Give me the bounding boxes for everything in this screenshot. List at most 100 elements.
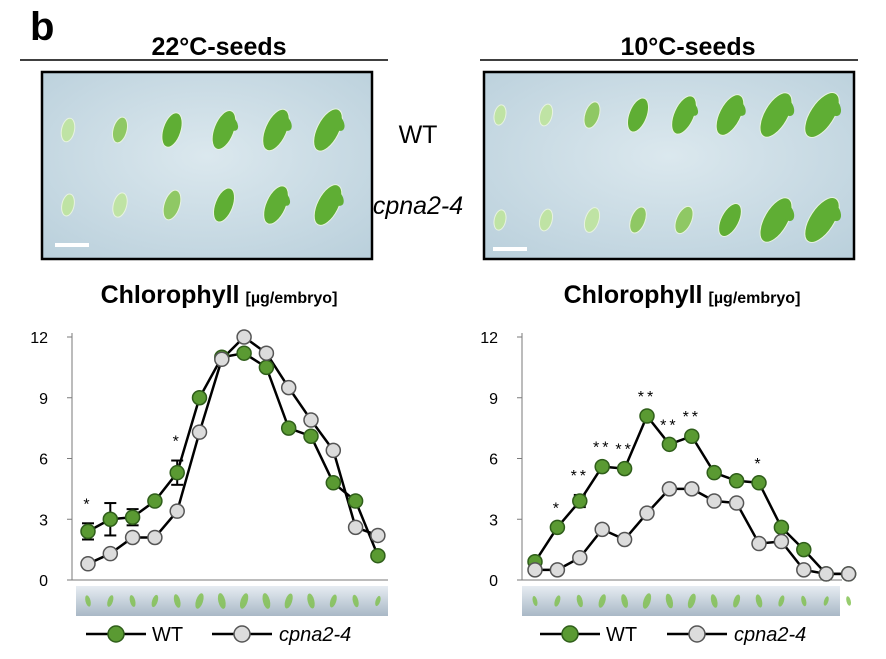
embryo-thumbnail bbox=[195, 593, 204, 609]
legend-wt-marker bbox=[561, 625, 579, 643]
panel-letter: b bbox=[30, 5, 54, 49]
mutant-data-point bbox=[236, 329, 252, 345]
mutant-row-label: cpna2-4 bbox=[373, 192, 463, 220]
seed-embryo bbox=[111, 116, 129, 144]
scale-bar bbox=[493, 247, 527, 251]
seed-embryo bbox=[674, 205, 694, 235]
embryo-thumbnail bbox=[284, 593, 293, 609]
embryo-thumbnail bbox=[621, 594, 629, 608]
seed-embryo bbox=[493, 209, 507, 231]
seed-cotyledon bbox=[777, 201, 795, 221]
y-tick-label: 12 bbox=[30, 330, 48, 347]
mutant-data-point bbox=[102, 545, 119, 562]
seed-embryo bbox=[629, 206, 647, 234]
embryo-thumbnail bbox=[665, 593, 674, 609]
mutant-data-point bbox=[639, 505, 655, 521]
mutant-data-point bbox=[303, 412, 319, 428]
legend-wt-marker bbox=[107, 625, 125, 643]
seed-cotyledon bbox=[277, 113, 292, 131]
embryo-thumbnail bbox=[173, 594, 181, 608]
y-tick-label: 3 bbox=[39, 512, 48, 529]
right-embryo-strip bbox=[522, 586, 852, 616]
seed-cotyledon bbox=[277, 190, 291, 206]
significance-mark: ** bbox=[615, 442, 633, 459]
embryo-thumbnail bbox=[823, 596, 829, 606]
wt-data-point bbox=[594, 458, 610, 475]
significance-mark: ** bbox=[571, 468, 589, 485]
embryo-thumbnail bbox=[307, 593, 315, 609]
mutant-data-point bbox=[796, 562, 812, 578]
left-chart-title: Chlorophyll [µg/embryo] bbox=[101, 281, 338, 309]
wt-data-point bbox=[325, 475, 342, 491]
embryo-thumbnail bbox=[733, 594, 741, 608]
wt-data-point bbox=[102, 511, 119, 527]
legend-mutant-marker bbox=[233, 625, 251, 643]
wt-row-label: WT bbox=[399, 121, 438, 149]
legend-mutant-label: cpna2-4 bbox=[734, 624, 806, 646]
seed-cotyledon bbox=[731, 98, 746, 116]
wt-data-point bbox=[639, 408, 655, 424]
seed-embryo bbox=[627, 97, 649, 133]
wt-data-point bbox=[684, 428, 700, 444]
seed-embryo bbox=[213, 187, 235, 223]
wt-data-point bbox=[191, 390, 208, 406]
left-chart-title-unit: [µg/embryo] bbox=[246, 290, 338, 307]
y-tick-label: 0 bbox=[39, 573, 48, 590]
embryo-thumbnail bbox=[755, 594, 763, 608]
wt-data-point bbox=[80, 523, 96, 540]
wt-data-point bbox=[147, 493, 163, 509]
y-tick-label: 0 bbox=[489, 573, 498, 590]
left-chart: 0 3 6 9 12 * * bbox=[30, 329, 388, 590]
right-chart-title-unit: [µg/embryo] bbox=[709, 290, 801, 307]
y-tick-label: 6 bbox=[489, 452, 498, 469]
mutant-data-point bbox=[370, 527, 386, 544]
seed-embryo bbox=[61, 193, 75, 217]
wt-data-point bbox=[280, 420, 297, 436]
significance-mark: ** bbox=[683, 409, 701, 426]
right-seed-photo bbox=[482, 70, 856, 261]
mutant-data-point bbox=[728, 495, 745, 511]
mutant-data-point bbox=[751, 535, 767, 552]
wt-data-point bbox=[549, 519, 566, 536]
embryo-thumbnail bbox=[129, 595, 136, 607]
wt-data-point bbox=[124, 509, 141, 525]
seed-embryo bbox=[718, 203, 742, 237]
embryo-thumbnail bbox=[846, 596, 852, 606]
y-tick-label: 3 bbox=[489, 512, 498, 529]
mutant-data-point bbox=[818, 566, 834, 582]
right-panel-header: 10°C-seeds bbox=[620, 33, 755, 61]
mutant-data-point bbox=[191, 424, 208, 440]
mutant-data-point bbox=[572, 549, 588, 566]
left-embryo-strip bbox=[76, 586, 388, 616]
wt-data-point bbox=[616, 460, 633, 477]
seed-embryo bbox=[493, 104, 507, 126]
legend-mutant-marker bbox=[688, 625, 706, 643]
mutant-data-point bbox=[124, 529, 141, 546]
right-legend: WT cpna2-4 bbox=[540, 624, 806, 646]
wt-data-point bbox=[236, 345, 252, 361]
wt-data-point bbox=[706, 464, 722, 481]
embryo-thumbnail bbox=[107, 595, 114, 607]
seed-embryo bbox=[538, 103, 554, 127]
mutant-data-point bbox=[214, 351, 230, 368]
left-panel-header: 22°C-seeds bbox=[151, 33, 286, 61]
significance-mark: ** bbox=[638, 389, 656, 406]
wt-data-point bbox=[347, 493, 364, 509]
mutant-data-point bbox=[147, 529, 163, 546]
seed-embryo bbox=[162, 189, 182, 221]
legend-mutant-label: cpna2-4 bbox=[279, 624, 351, 646]
seed-embryo bbox=[161, 112, 183, 148]
wt-data-point bbox=[258, 359, 275, 376]
wt-data-point bbox=[303, 428, 319, 444]
left-chart-title-main: Chlorophyll bbox=[101, 281, 240, 309]
y-tick-label: 9 bbox=[489, 391, 498, 408]
seed-embryo bbox=[60, 117, 76, 143]
mutant-data-point bbox=[527, 562, 543, 578]
seed-cotyledon bbox=[823, 200, 842, 222]
wt-data-point bbox=[169, 464, 185, 481]
embryo-thumbnail bbox=[576, 594, 583, 608]
wt-data-point bbox=[796, 541, 812, 558]
y-tick-label: 6 bbox=[39, 452, 48, 469]
embryo-thumbnail bbox=[352, 594, 359, 608]
